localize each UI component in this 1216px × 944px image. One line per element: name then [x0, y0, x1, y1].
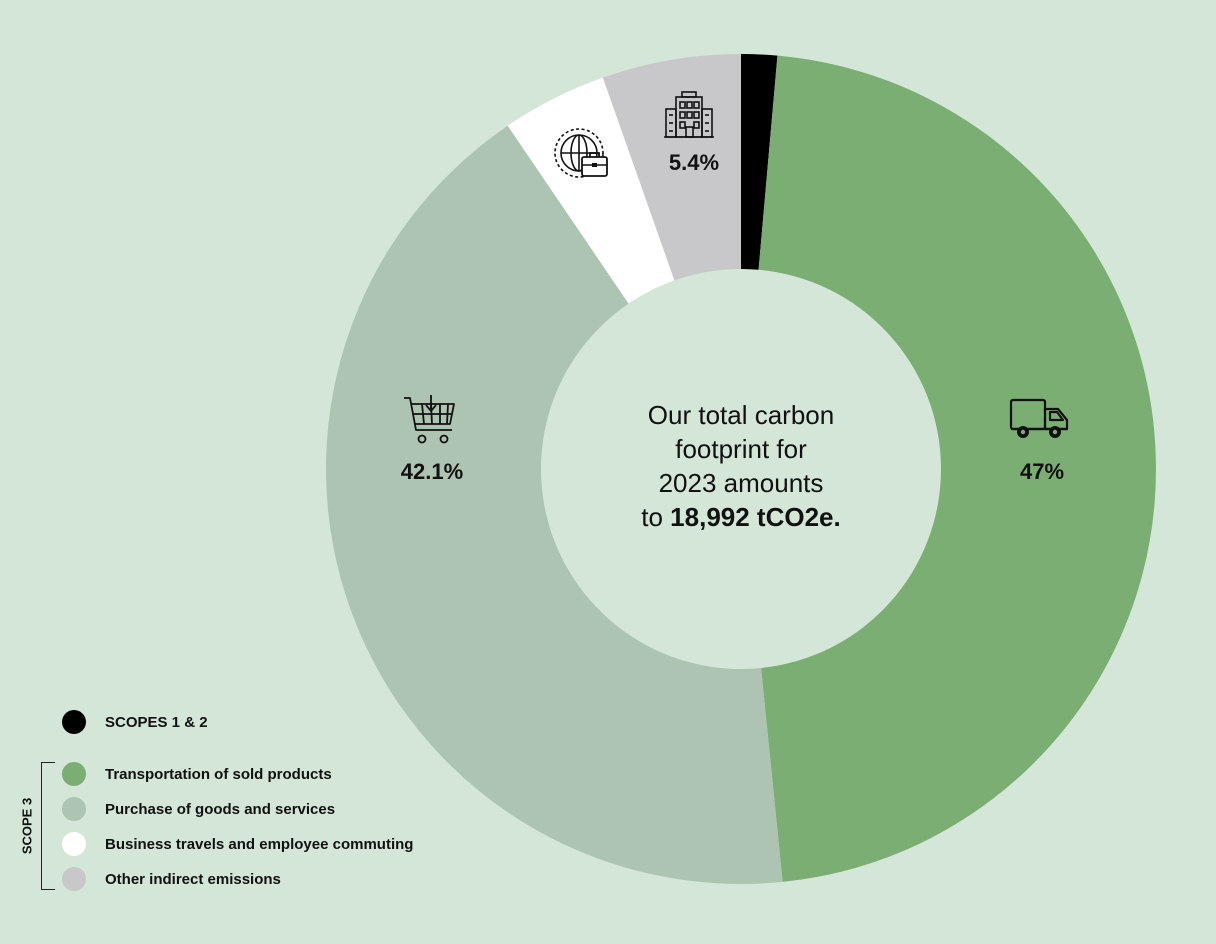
- slice-other: [602, 54, 741, 281]
- legend-item-other: Other indirect emissions: [62, 867, 281, 891]
- scope-3-bracket: [41, 762, 55, 890]
- legend-label-transport: Transportation of sold products: [105, 765, 332, 783]
- legend-swatch-other: [62, 867, 86, 891]
- truck-icon: [1009, 398, 1069, 438]
- shopping-cart-icon: [404, 395, 455, 444]
- legend-label-other: Other indirect emissions: [105, 870, 281, 888]
- center-line-4-prefix: to: [641, 502, 663, 532]
- total-emissions-value: 18,992 tCO2e.: [670, 502, 841, 532]
- legend-label-purchase: Purchase of goods and services: [105, 800, 336, 818]
- center-line-2: footprint for: [675, 434, 807, 464]
- globe-briefcase-icon: [554, 128, 608, 178]
- legend-swatch-scopes-1-2: [62, 710, 86, 734]
- building-icon: [664, 91, 714, 138]
- center-line-4: to 18,992 tCO2e.: [541, 500, 941, 534]
- legend-item-transport: Transportation of sold products: [62, 762, 332, 786]
- legend-label-scopes-1-2: SCOPES 1 & 2: [105, 713, 208, 731]
- slice-scopes-1-2: [741, 54, 778, 270]
- legend-swatch-purchase: [62, 797, 86, 821]
- other-percent-label: 5.4%: [668, 150, 720, 175]
- legend-item-purchase: Purchase of goods and services: [62, 797, 335, 821]
- legend-label-travel: Business travels and employee commuting: [105, 835, 414, 853]
- legend-item-scopes-1-2: SCOPES 1 & 2: [62, 710, 208, 734]
- legend-item-travel: Business travels and employee commuting: [62, 832, 413, 856]
- scope-3-label: SCOPE 3: [19, 797, 35, 855]
- slice-transport: [758, 55, 1157, 882]
- slice-travel: [507, 77, 675, 304]
- legend-swatch-travel: [62, 832, 86, 856]
- center-summary: Our total carbon footprint for 2023 amou…: [541, 398, 941, 534]
- purchase-percent-label: 42.1%: [400, 459, 464, 484]
- transport-percent-label: 47%: [1019, 459, 1065, 484]
- center-line-3: 2023 amounts: [658, 468, 824, 498]
- slice-purchase: [326, 125, 783, 885]
- legend-swatch-transport: [62, 762, 86, 786]
- center-line-1: Our total carbon: [647, 400, 835, 430]
